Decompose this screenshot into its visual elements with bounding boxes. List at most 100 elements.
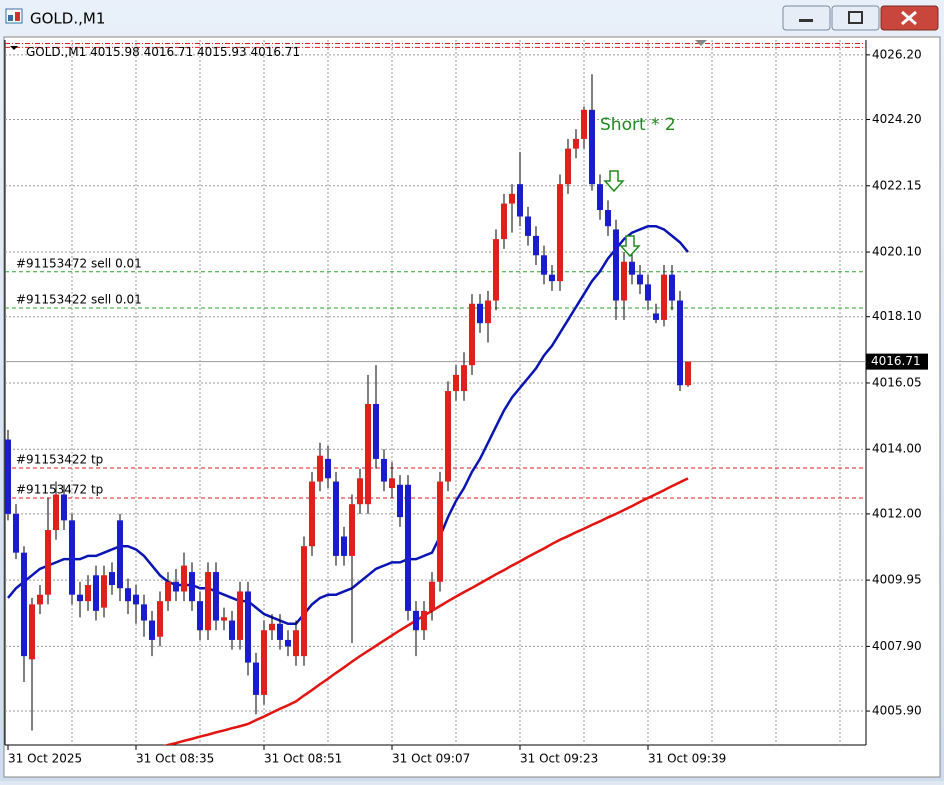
candle-body (181, 565, 187, 592)
order-label: #91153422 sell 0.01 (16, 292, 142, 306)
plot (5, 74, 691, 745)
candle-body (669, 274, 675, 301)
candle-body (101, 575, 107, 608)
maximize-button[interactable] (831, 5, 880, 31)
candle-body (533, 235, 539, 256)
candle-body (205, 572, 211, 631)
x-tick-label: 31 Oct 09:23 (520, 752, 598, 766)
order-label: #91153422 tp (16, 452, 103, 466)
candle-body (157, 601, 163, 637)
candle-body (109, 572, 115, 585)
candle-body (589, 109, 595, 185)
candle-body (125, 588, 131, 602)
x-tick-label: 31 Oct 08:51 (264, 752, 342, 766)
candle-body (629, 261, 635, 275)
y-tick-label: 4018.10 (872, 309, 922, 323)
x-tick-label: 31 Oct 09:07 (392, 752, 470, 766)
candle-body (381, 458, 387, 482)
candle-body (237, 591, 243, 640)
candle-body (413, 610, 419, 631)
minimize-button[interactable] (782, 5, 831, 31)
info-arrow (10, 46, 18, 50)
candle-body (541, 255, 547, 275)
y-tick-label: 4016.05 (872, 375, 922, 389)
candle-body (333, 481, 339, 556)
candle-body (29, 604, 35, 660)
sell-arrow (603, 170, 625, 193)
candle-body (661, 274, 667, 320)
symbol: GOLD.,M1 (26, 45, 86, 59)
candle-body (365, 403, 371, 505)
candle-body (685, 361, 691, 386)
ohlc-value: 4016.71 (144, 45, 194, 59)
candle-body (133, 594, 139, 605)
ohlc-value: 4015.93 (197, 45, 247, 59)
minimize-icon (799, 19, 813, 22)
x-tick-label: 31 Oct 08:35 (136, 752, 214, 766)
candle-body (93, 575, 99, 611)
candle-body (269, 623, 275, 631)
candle-body (573, 138, 579, 149)
y-tick-label: 4014.00 (872, 442, 922, 456)
moving-average (163, 477, 689, 745)
candle-body (325, 458, 331, 479)
y-tick-label: 4009.95 (872, 573, 922, 587)
candle-body (613, 229, 619, 301)
candle-body (349, 504, 355, 556)
candle-body (245, 591, 251, 663)
candle-body (53, 494, 59, 531)
candle-body (45, 530, 51, 595)
candle-body (445, 391, 451, 482)
candle-body (373, 403, 379, 459)
candle-body (213, 572, 219, 621)
y-tick-label: 4005.90 (872, 704, 922, 718)
candle-body (621, 261, 627, 301)
x-tick-label: 31 Oct 2025 (8, 752, 82, 766)
window-icon-part (15, 12, 20, 21)
candle-body (77, 594, 83, 602)
price-label: 4016.71 (871, 354, 921, 368)
candle-body (61, 494, 67, 521)
candle-body (229, 620, 235, 640)
sell-arrow (619, 235, 641, 258)
y-tick-label: 4007.90 (872, 639, 922, 653)
candle-body (469, 303, 475, 366)
window-title: GOLD.,M1 (30, 10, 105, 28)
annotation: Short * 2 (600, 115, 676, 135)
candle-body (261, 630, 267, 695)
candle-body (557, 184, 563, 282)
candle-body (301, 546, 307, 657)
candle-body (421, 610, 427, 631)
candle-body (453, 374, 459, 392)
candle-body (605, 210, 611, 227)
candle-body (69, 520, 75, 595)
axes: 4026.20 4024.20 4022.15 4020.10 4018.10 4016.… (7, 47, 928, 766)
candle-body (677, 300, 683, 386)
levels: #91153472 sell 0.01 #91153422 sell 0.01 #9… (5, 43, 866, 499)
candle-body (21, 552, 27, 657)
candle-body (341, 536, 347, 556)
candle-body (437, 481, 443, 582)
candle-body (285, 639, 291, 647)
candle-body (565, 148, 571, 185)
candle-body (317, 455, 323, 482)
candle-body (509, 193, 515, 204)
candle-body (13, 513, 19, 553)
candle-body (581, 109, 587, 139)
chart-area (3, 36, 941, 778)
candle-body (597, 184, 603, 211)
candle-body (357, 478, 363, 505)
candle-body (141, 604, 147, 621)
candle-body (405, 484, 411, 611)
candle-body (197, 601, 203, 631)
close-icon (901, 10, 917, 26)
candle-body (149, 620, 155, 640)
grid (5, 40, 866, 745)
candle-body (637, 274, 643, 285)
candle-body (389, 478, 395, 489)
ohlc-value: 4015.98 (90, 45, 140, 59)
y-tick-label: 4012.00 (872, 506, 922, 520)
candle-body (253, 662, 259, 695)
y-tick-label: 4024.20 (872, 112, 922, 126)
